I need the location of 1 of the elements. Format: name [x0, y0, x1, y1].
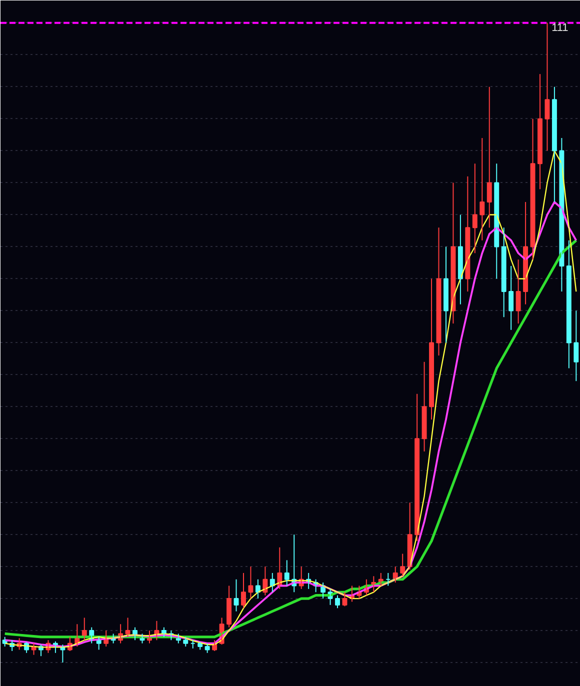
annotation: 111 [552, 22, 568, 34]
